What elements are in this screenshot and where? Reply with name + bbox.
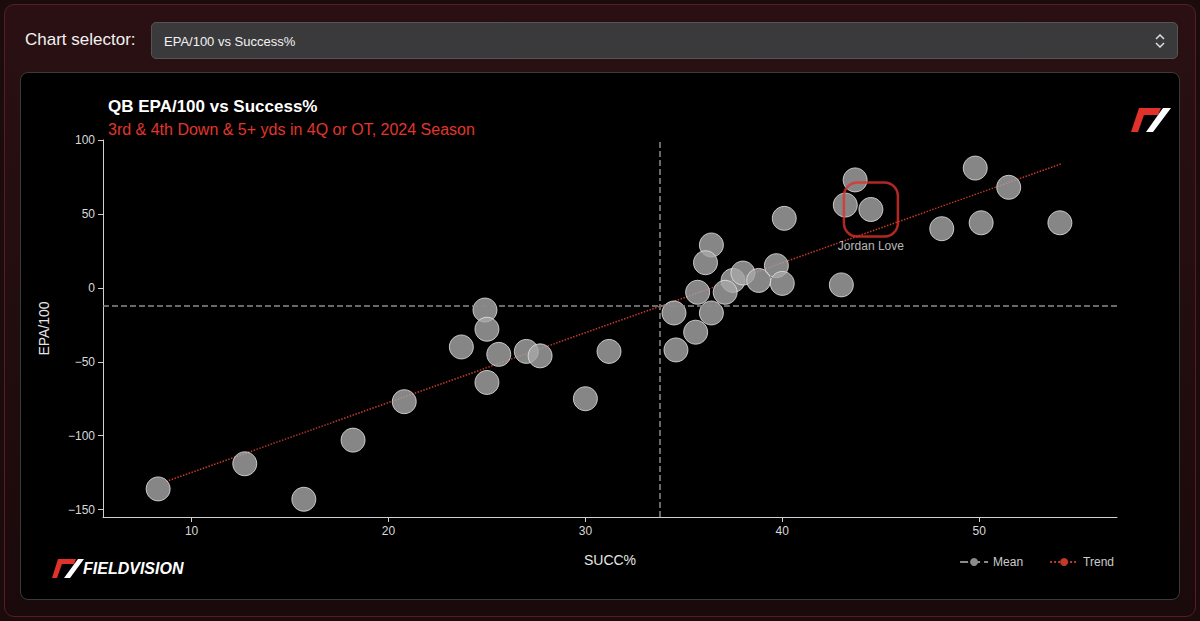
svg-text:3rd & 4th Down & 5+ yds in 4Q: 3rd & 4th Down & 5+ yds in 4Q or OT, 202…	[108, 121, 475, 138]
svg-text:−150: −150	[68, 503, 95, 517]
html-text:EPA/100 vs Success%: EPA/100 vs Success%	[164, 34, 296, 49]
svg-text:50: 50	[82, 207, 96, 221]
svg-text:0: 0	[88, 281, 95, 295]
svg-text:QB EPA/100 vs Success%: QB EPA/100 vs Success%	[108, 97, 317, 116]
html-text:Chart selector:: Chart selector:	[25, 30, 136, 49]
svg-text:Trend: Trend	[1083, 555, 1114, 569]
svg-text:Mean: Mean	[993, 555, 1023, 569]
svg-text:Jordan Love: Jordan Love	[838, 239, 904, 253]
svg-text:SUCC%: SUCC%	[584, 552, 636, 568]
svg-text:100: 100	[75, 133, 95, 147]
svg-text:50: 50	[972, 524, 986, 538]
svg-text:−50: −50	[75, 355, 96, 369]
svg-text:20: 20	[382, 524, 396, 538]
svg-text:10: 10	[185, 524, 199, 538]
svg-text:FIELDVISION: FIELDVISION	[83, 560, 184, 577]
svg-text:40: 40	[776, 524, 790, 538]
svg-text:−100: −100	[68, 429, 95, 443]
svg-text:30: 30	[579, 524, 593, 538]
svg-text:EPA/100: EPA/100	[36, 301, 52, 355]
